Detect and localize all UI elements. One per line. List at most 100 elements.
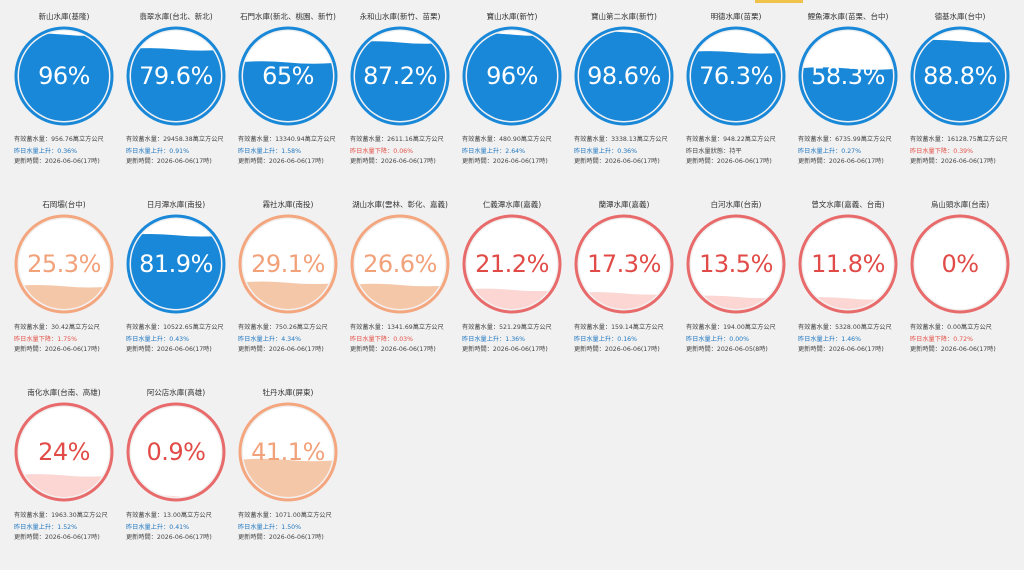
reservoir-name: 石門水庫(新北、桃園、新竹) [240, 12, 336, 21]
reservoir-info: 有效蓄水量：480.90萬立方公尺 昨日水量上升：2.64% 更新時間：2026-0… [462, 136, 568, 168]
reservoir-name: 白河水庫(台南) [710, 200, 762, 209]
daily-change: 昨日水量上升：0.27% [798, 147, 861, 155]
water-level-gauge: 96% [13, 25, 115, 127]
reservoir-card[interactable]: 寶山水庫(新竹) 96% 有效蓄水量：480.90萬立方公尺 昨日水量上升：2.64%… [456, 6, 568, 194]
reservoir-card[interactable]: 白河水庫(台南) 13.5% 有效蓄水量：194.00萬立方公尺 昨日水量上升：0.0… [680, 194, 792, 382]
percentage-label: 58.3% [811, 62, 885, 90]
reservoir-name: 永和山水庫(新竹、苗栗) [359, 12, 441, 21]
water-level-gauge: 98.6% [573, 25, 675, 127]
storage-volume: 有效蓄水量：159.14萬立方公尺 [574, 324, 664, 331]
reservoir-name: 寶山水庫(新竹) [486, 12, 538, 21]
storage-volume: 有效蓄水量：0.00萬立方公尺 [910, 324, 992, 331]
daily-change: 昨日水量狀態：持平 [686, 147, 742, 155]
daily-change: 昨日水量上升：1.52% [14, 523, 77, 531]
storage-volume: 有效蓄水量：194.00萬立方公尺 [686, 324, 776, 331]
water-level-gauge: 11.8% [797, 213, 899, 315]
percentage-label: 29.1% [251, 250, 325, 278]
daily-change: 昨日水量下降：0.06% [350, 147, 413, 155]
water-level-gauge: 65% [237, 25, 339, 127]
reservoir-card[interactable]: 湖山水庫(雲林、彰化、嘉義) 26.6% 有效蓄水量：1341.69萬立方公尺 昨日水… [344, 194, 456, 382]
reservoir-card[interactable]: 寶山第二水庫(新竹) 98.6% 有效蓄水量：3338.13萬立方公尺 昨日水量上升：… [568, 6, 680, 194]
storage-volume: 有效蓄水量：10522.65萬立方公尺 [126, 324, 224, 331]
storage-volume: 有效蓄水量：1341.69萬立方公尺 [350, 324, 444, 331]
reservoir-card[interactable]: 仁義潭水庫(嘉義) 21.2% 有效蓄水量：521.29萬立方公尺 昨日水量上升：1.… [456, 194, 568, 382]
water-level-gauge: 79.6% [125, 25, 227, 127]
water-level-gauge: 29.1% [237, 213, 339, 315]
storage-volume: 有效蓄水量：948.22萬立方公尺 [686, 136, 776, 143]
daily-change: 昨日水量上升：1.36% [462, 335, 525, 343]
storage-volume: 有效蓄水量：13340.94萬立方公尺 [238, 136, 336, 143]
update-time: 更新時間：2026-06-06(17時) [910, 158, 996, 165]
storage-volume: 有效蓄水量：13.00萬立方公尺 [126, 512, 212, 519]
reservoir-card[interactable]: 阿公店水庫(高雄) 0.9% 有效蓄水量：13.00萬立方公尺 昨日水量上升：0.41… [120, 382, 232, 570]
daily-change: 昨日水量上升：0.16% [574, 335, 637, 343]
reservoir-info: 有效蓄水量：6735.99萬立方公尺 昨日水量上升：0.27% 更新時間：2026-… [798, 136, 904, 168]
reservoir-name: 烏山頭水庫(台南) [930, 200, 990, 209]
update-time: 更新時間：2026-06-06(17時) [238, 346, 324, 353]
percentage-label: 96% [38, 62, 90, 90]
percentage-label: 76.3% [699, 62, 773, 90]
reservoir-grid: 新山水庫(基隆) 96% 有效蓄水量：956.76萬立方公尺 昨日水量上升：0.36%… [8, 6, 1018, 570]
water-fill [803, 67, 893, 121]
update-time: 更新時間：2026-06-06(17時) [238, 158, 324, 165]
water-fill [243, 61, 333, 121]
daily-change: 昨日水量下降：0.39% [910, 147, 973, 155]
percentage-label: 41.1% [251, 438, 325, 466]
percentage-label: 98.6% [587, 62, 661, 90]
reservoir-card[interactable]: 蘭潭水庫(嘉義) 17.3% 有效蓄水量：159.14萬立方公尺 昨日水量上升：0.1… [568, 194, 680, 382]
reservoir-card[interactable]: 牡丹水庫(屏東) 41.1% 有效蓄水量：1071.00萬立方公尺 昨日水量上升：1.… [232, 382, 344, 570]
reservoir-info: 有效蓄水量：956.76萬立方公尺 昨日水量上升：0.36% 更新時間：2026-0… [14, 136, 120, 168]
water-fill [691, 51, 781, 121]
reservoir-name: 湖山水庫(雲林、彰化、嘉義) [352, 200, 448, 209]
reservoir-card[interactable]: 石門水庫(新北、桃園、新竹) 65% 有效蓄水量：13340.94萬立方公尺 昨日水量… [232, 6, 344, 194]
percentage-label: 24% [38, 438, 90, 466]
reservoir-info: 有效蓄水量：13.00萬立方公尺 昨日水量上升：0.41% 更新時間：2026-06… [126, 512, 232, 544]
reservoir-name: 明德水庫(苗栗) [710, 12, 762, 21]
reservoir-card[interactable]: 南化水庫(台南、高雄) 24% 有效蓄水量：1963.30萬立方公尺 昨日水量上升：1… [8, 382, 120, 570]
water-level-gauge: 81.9% [125, 213, 227, 315]
water-fill [579, 292, 669, 309]
reservoir-card[interactable]: 烏山頭水庫(台南) 0% 有效蓄水量：0.00萬立方公尺 昨日水量下降：0.72% 更新… [904, 194, 1016, 382]
update-time: 更新時間：2026-06-06(17時) [126, 346, 212, 353]
reservoir-info: 有效蓄水量：750.26萬立方公尺 昨日水量上升：4.34% 更新時間：2026-0… [238, 324, 344, 356]
reservoir-card[interactable]: 鯉魚潭水庫(苗栗、台中) 58.3% 有效蓄水量：6735.99萬立方公尺 昨日水量上… [792, 6, 904, 194]
reservoir-card[interactable]: 永和山水庫(新竹、苗栗) 87.2% 有效蓄水量：2611.16萬立方公尺 昨日水量下… [344, 6, 456, 194]
water-level-gauge: 41.1% [237, 401, 339, 503]
water-level-gauge: 13.5% [685, 213, 787, 315]
reservoir-info: 有效蓄水量：16128.75萬立方公尺 昨日水量下降：0.39% 更新時間：2026… [910, 136, 1016, 168]
daily-change: 昨日水量下降：1.75% [14, 335, 77, 343]
storage-volume: 有效蓄水量：480.90萬立方公尺 [462, 136, 552, 143]
storage-volume: 有效蓄水量：2611.16萬立方公尺 [350, 136, 444, 143]
water-level-gauge: 58.3% [797, 25, 899, 127]
percentage-label: 96% [486, 62, 538, 90]
reservoir-info: 有效蓄水量：194.00萬立方公尺 昨日水量上升：0.00% 更新時間：2026-0… [686, 324, 792, 356]
reservoir-card[interactable]: 新山水庫(基隆) 96% 有效蓄水量：956.76萬立方公尺 昨日水量上升：0.36%… [8, 6, 120, 194]
reservoir-card[interactable]: 曾文水庫(嘉義、台南) 11.8% 有效蓄水量：5328.00萬立方公尺 昨日水量上升… [792, 194, 904, 382]
water-level-gauge: 0% [909, 213, 1011, 315]
storage-volume: 有效蓄水量：750.26萬立方公尺 [238, 324, 328, 331]
update-time: 更新時間：2026-06-06(17時) [350, 158, 436, 165]
reservoir-card[interactable]: 明德水庫(苗栗) 76.3% 有效蓄水量：948.22萬立方公尺 昨日水量狀態：持平更… [680, 6, 792, 194]
update-time: 更新時間：2026-06-06(17時) [574, 158, 660, 165]
reservoir-card[interactable]: 德基水庫(台中) 88.8% 有效蓄水量：16128.75萬立方公尺 昨日水量下降：0… [904, 6, 1016, 194]
reservoir-card[interactable]: 翡翠水庫(台北、新北) 79.6% 有效蓄水量：29458.38萬立方公尺 昨日水量上… [120, 6, 232, 194]
storage-volume: 有效蓄水量：1963.30萬立方公尺 [14, 512, 108, 519]
water-fill [467, 33, 557, 121]
water-fill [131, 48, 221, 121]
percentage-label: 87.2% [363, 62, 437, 90]
reservoir-name: 翡翠水庫(台北、新北) [139, 12, 213, 21]
water-fill [915, 39, 1005, 121]
reservoir-name: 南化水庫(台南、高雄) [27, 388, 101, 397]
reservoir-info: 有效蓄水量：1341.69萬立方公尺 昨日水量下降：0.03% 更新時間：2026-… [350, 324, 456, 356]
water-level-gauge: 21.2% [461, 213, 563, 315]
reservoir-card[interactable]: 霧社水庫(南投) 29.1% 有效蓄水量：750.26萬立方公尺 昨日水量上升：4.3… [232, 194, 344, 382]
daily-change: 昨日水量上升：0.91% [126, 147, 189, 155]
storage-volume: 有效蓄水量：29458.38萬立方公尺 [126, 136, 224, 143]
reservoir-card[interactable]: 日月潭水庫(南投) 81.9% 有效蓄水量：10522.65萬立方公尺 昨日水量上升：… [120, 194, 232, 382]
water-level-gauge: 88.8% [909, 25, 1011, 127]
reservoir-info: 有效蓄水量：1071.00萬立方公尺 昨日水量上升：1.50% 更新時間：2026-… [238, 512, 344, 544]
update-time: 更新時間：2026-06-06(17時) [462, 158, 548, 165]
reservoir-card[interactable]: 石岡壩(台中) 25.3% 有效蓄水量：30.42萬立方公尺 昨日水量下降：1.75%… [8, 194, 120, 382]
reservoir-info: 有效蓄水量：0.00萬立方公尺 昨日水量下降：0.72% 更新時間：2026-06-… [910, 324, 1016, 356]
daily-change: 昨日水量上升：1.50% [238, 523, 301, 531]
